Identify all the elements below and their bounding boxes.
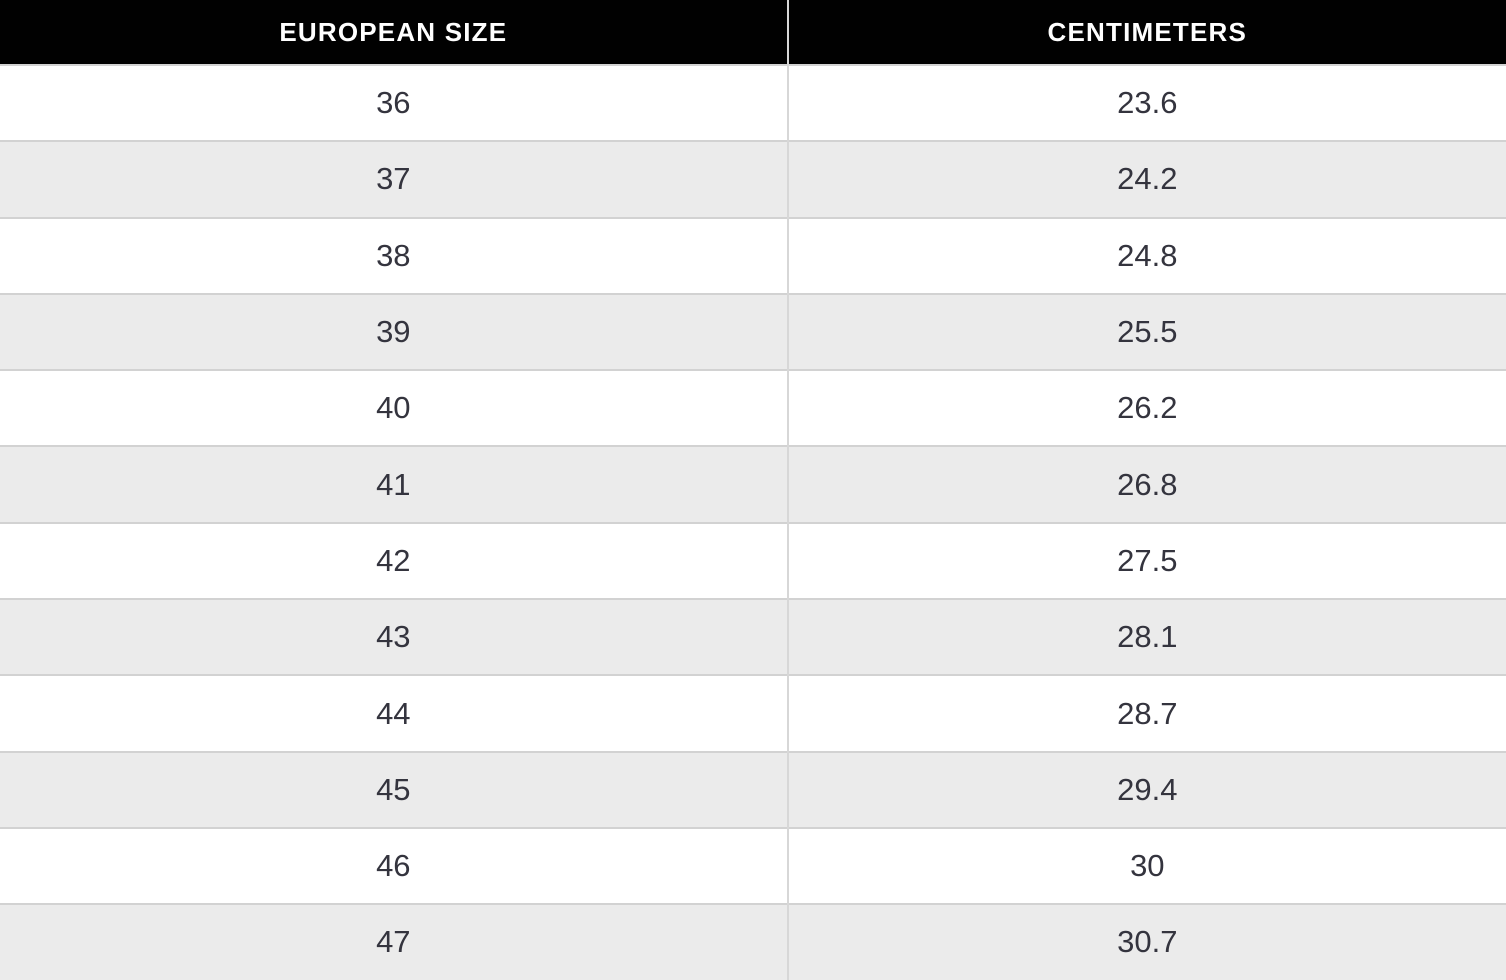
column-header-european-size: EUROPEAN SIZE — [0, 0, 788, 65]
table-row: 41 26.8 — [0, 445, 1506, 523]
table-row: 43 28.1 — [0, 598, 1506, 676]
european-size-cell: 43 — [0, 598, 788, 676]
centimeters-cell: 23.6 — [786, 63, 1506, 142]
european-size-cell: 42 — [0, 521, 788, 600]
centimeters-cell: 30.7 — [786, 903, 1506, 980]
centimeters-cell: 29.4 — [786, 750, 1506, 828]
table-row: 38 24.8 — [0, 216, 1506, 294]
european-size-cell: 47 — [0, 903, 788, 980]
table-row: 44 28.7 — [0, 674, 1506, 752]
european-size-cell: 37 — [0, 140, 788, 218]
european-size-cell: 44 — [0, 674, 788, 752]
centimeters-cell: 28.1 — [786, 598, 1506, 676]
european-size-cell: 40 — [0, 369, 788, 447]
centimeters-cell: 30 — [786, 826, 1506, 905]
european-size-cell: 39 — [0, 292, 788, 371]
header-row: EUROPEAN SIZE CENTIMETERS — [0, 0, 1506, 65]
centimeters-cell: 24.8 — [786, 216, 1506, 294]
european-size-cell: 38 — [0, 216, 788, 294]
table-row: 37 24.2 — [0, 140, 1506, 218]
centimeters-cell: 26.8 — [786, 445, 1506, 523]
table-row: 47 30.7 — [0, 903, 1506, 980]
table-row: 39 25.5 — [0, 292, 1506, 371]
centimeters-cell: 27.5 — [786, 521, 1506, 600]
table-row: 45 29.4 — [0, 750, 1506, 828]
centimeters-cell: 24.2 — [786, 140, 1506, 218]
table-row: 42 27.5 — [0, 521, 1506, 600]
centimeters-cell: 28.7 — [786, 674, 1506, 752]
centimeters-cell: 25.5 — [786, 292, 1506, 371]
centimeters-cell: 26.2 — [786, 369, 1506, 447]
european-size-cell: 45 — [0, 750, 788, 828]
european-size-cell: 46 — [0, 826, 788, 905]
table-header: EUROPEAN SIZE CENTIMETERS — [0, 0, 1506, 65]
column-header-centimeters: CENTIMETERS — [786, 0, 1506, 65]
european-size-cell: 36 — [0, 63, 788, 142]
table-row: 46 30 — [0, 826, 1506, 905]
table-body: 36 23.6 37 24.2 38 24.8 39 25.5 40 26.2 … — [0, 63, 1506, 980]
european-size-cell: 41 — [0, 445, 788, 523]
table-row: 36 23.6 — [0, 63, 1506, 142]
table-row: 40 26.2 — [0, 369, 1506, 447]
